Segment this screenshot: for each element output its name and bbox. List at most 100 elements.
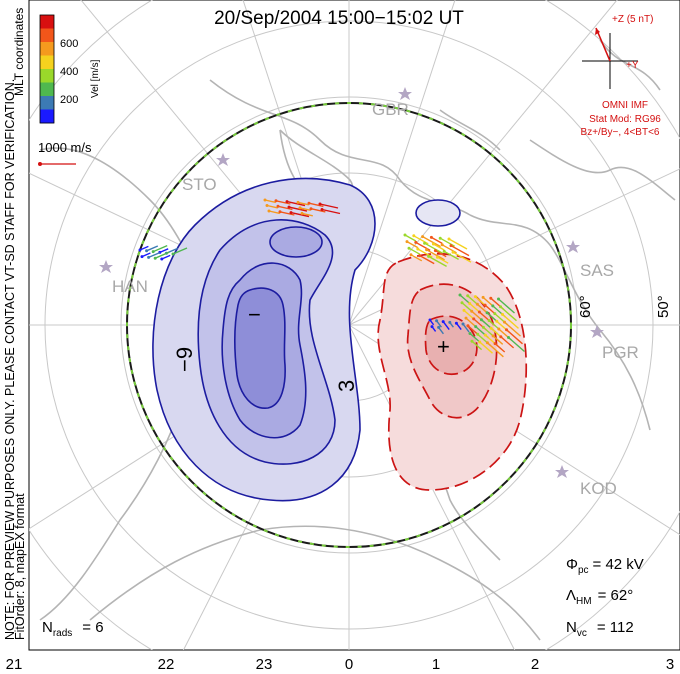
- velocity-vector: [299, 207, 311, 211]
- velocity-vector: [139, 245, 149, 251]
- velocity-vector: [266, 204, 278, 209]
- velocity-vector: [482, 296, 494, 307]
- velocity-vector: [490, 327, 502, 338]
- velocity-vector: [319, 203, 339, 209]
- vector-origin: [435, 319, 439, 323]
- vector-origin: [278, 210, 282, 214]
- station-label-han: HAN: [112, 277, 148, 296]
- vector-origin: [461, 322, 465, 326]
- vector-origin: [147, 255, 151, 259]
- imf-condition-label: Bz+/By−, 4<BT<6: [581, 127, 660, 138]
- colorbar-tick-600: 600: [60, 38, 78, 50]
- vector-origin: [431, 242, 435, 246]
- vector-origin: [481, 295, 485, 299]
- velocity-vector: [500, 306, 517, 322]
- velocity-vector: [404, 234, 417, 242]
- station-marker: [216, 153, 230, 166]
- velocity-vector: [426, 249, 445, 261]
- imf-source-label: OMNI IMF: [602, 100, 648, 111]
- velocity-vector: [465, 317, 477, 328]
- vector-origin: [499, 335, 503, 339]
- contour-label-positive: 3: [334, 380, 359, 392]
- velocity-vector: [459, 294, 471, 304]
- imf-vector: [595, 27, 611, 62]
- vector-origin: [493, 312, 497, 316]
- velocity-vector: [408, 247, 421, 255]
- vector-origin: [475, 302, 479, 306]
- velocity-vector: [152, 244, 168, 253]
- vector-origin: [485, 341, 489, 345]
- station-label-gbr: GBR: [372, 100, 409, 119]
- station-marker: [566, 240, 580, 253]
- vector-origin: [483, 333, 487, 337]
- mlt-tick-2: 2: [531, 656, 539, 673]
- vector-origin: [503, 320, 506, 324]
- mlt-axis: 21 22 23 0 1 2 3: [6, 656, 675, 673]
- vector-origin: [479, 318, 483, 322]
- velocity-vector: [301, 212, 313, 217]
- velocity-vector: [286, 200, 306, 207]
- vector-origin: [501, 312, 504, 316]
- vector-origin: [435, 255, 439, 259]
- vector-origin: [421, 235, 425, 239]
- vector-origin: [473, 295, 477, 299]
- velocity-vector: [154, 251, 170, 259]
- vector-origin: [160, 257, 164, 261]
- vector-origin: [474, 325, 478, 329]
- vector-origin: [470, 309, 474, 313]
- dusk-cell: [152, 177, 461, 502]
- vector-origin: [460, 301, 464, 305]
- velocity-vector: [279, 211, 295, 216]
- velocity-vector: [486, 312, 498, 322]
- colorbar-block: [40, 15, 54, 29]
- velocity-vector: [431, 236, 443, 245]
- vector-origin: [476, 332, 480, 336]
- colorbar-block: [40, 82, 54, 97]
- vector-origin: [405, 240, 409, 244]
- colorbar-block: [40, 69, 54, 83]
- velocity-vector: [159, 248, 169, 254]
- vector-origin: [464, 316, 468, 320]
- colorbar-block: [40, 42, 54, 56]
- vector-origin: [289, 211, 293, 215]
- velocity-vector: [492, 335, 504, 345]
- vector-count: Nvc = 112: [566, 619, 634, 639]
- vector-origin: [491, 334, 495, 338]
- velocity-vector: [428, 255, 447, 268]
- imf-panel: +Z (5 nT) +Y OMNI IMF Stat Mod: RG96 Bz+…: [581, 14, 662, 138]
- velocity-colorbar: 600 400 200 Vel [m/s] MLT coordinates: [12, 8, 101, 124]
- vector-origin: [489, 296, 493, 300]
- colorbar-block: [40, 55, 54, 70]
- vector-origin: [145, 249, 149, 253]
- station-marker: [590, 325, 604, 338]
- velocity-vector: [172, 247, 188, 255]
- imf-z-axis-label: +Z (5 nT): [612, 14, 653, 25]
- velocity-vector: [148, 251, 161, 259]
- velocity-vector: [450, 244, 470, 257]
- velocity-vector: [141, 252, 151, 258]
- vector-origin: [428, 318, 432, 322]
- vector-origin: [466, 294, 470, 298]
- colorbar-block: [40, 28, 54, 43]
- velocity-vector: [437, 256, 449, 264]
- vector-origin: [466, 324, 470, 328]
- velocity-vector: [435, 249, 447, 258]
- vector-origin: [481, 325, 485, 329]
- vector-origin: [307, 201, 311, 205]
- vector-origin: [430, 325, 434, 329]
- vector-origin: [300, 211, 304, 215]
- vector-origin: [489, 326, 493, 330]
- velocity-vector: [277, 205, 293, 211]
- vector-origin: [263, 198, 267, 202]
- velocity-vector: [422, 235, 441, 248]
- vector-origin: [140, 255, 144, 259]
- velocity-vector: [275, 200, 291, 205]
- vector-origin: [497, 327, 501, 331]
- velocity-vector: [443, 250, 459, 261]
- coordinate-system-label: MLT coordinates: [12, 8, 26, 96]
- velocity-vector: [462, 323, 470, 333]
- velocity-vector: [508, 336, 525, 353]
- vector-origin: [407, 246, 411, 250]
- colorbar-tick-200: 200: [60, 94, 78, 106]
- vector-origin: [287, 205, 291, 209]
